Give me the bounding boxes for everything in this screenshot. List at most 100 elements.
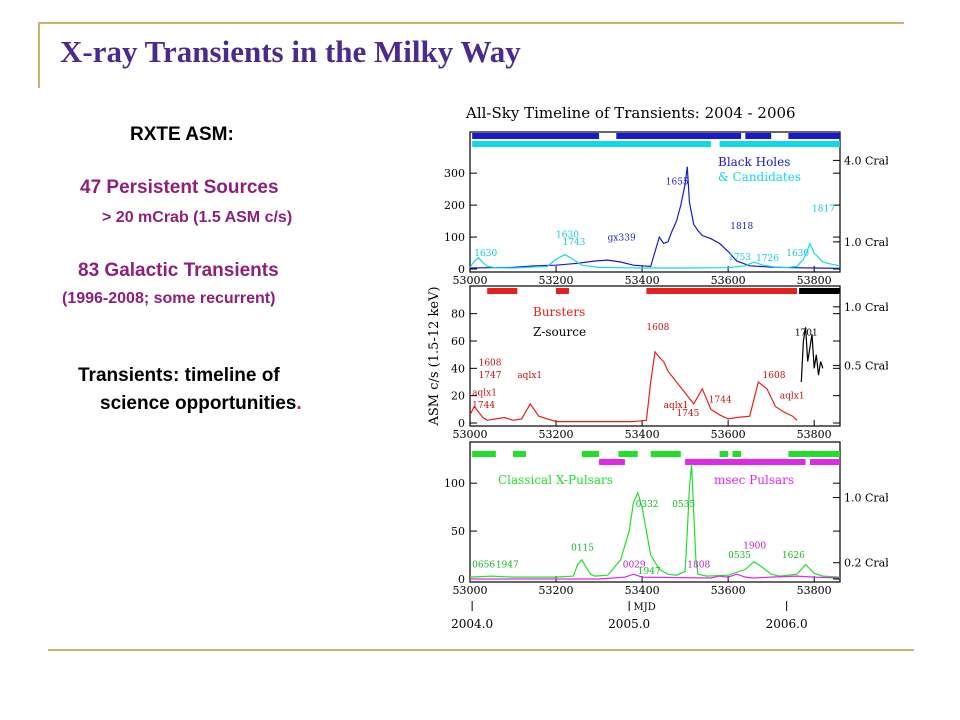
x-tick-label-top-4: 53800 xyxy=(797,274,832,287)
source-label-bottom-6: 0535 xyxy=(672,500,695,510)
x-tick-label-bottom-1: 53200 xyxy=(539,584,574,597)
strip-middle-black-0 xyxy=(799,288,840,294)
strip-bottom-green-3 xyxy=(618,451,638,457)
strip-middle-red-0 xyxy=(487,288,518,294)
y-axis-label: ASM c/s (1.5-12 keV) xyxy=(427,286,442,426)
crab-label-top-0: 4.0 Crab xyxy=(844,154,888,167)
source-label-top-0: 1630 xyxy=(474,249,497,259)
source-label-bottom-10: 1626 xyxy=(782,551,805,561)
source-label-top-1: 1630 xyxy=(556,231,579,241)
strip-bottom-green-2 xyxy=(581,451,600,457)
source-label-bottom-4: 0029 xyxy=(623,561,646,571)
source-label-middle-3: 1744 xyxy=(472,401,495,411)
crab-label-bottom-1: 0.2 Crab xyxy=(844,557,888,570)
persistent-sources-line: 47 Persistent Sources xyxy=(80,177,279,198)
y-tick-label-bottom-0: 0 xyxy=(458,573,465,586)
source-label-middle-5: 1608 xyxy=(646,323,669,333)
strip-bottom-green-6 xyxy=(732,451,742,457)
x-tick-label-top-3: 53600 xyxy=(711,274,746,287)
source-label-middle-7: 1745 xyxy=(677,409,700,419)
source-label-bottom-8: 0535 xyxy=(728,551,751,561)
rxte-heading: RXTE ASM: xyxy=(130,124,234,145)
source-label-bottom-9: 1900 xyxy=(743,541,766,551)
y-tick-label-top-3: 300 xyxy=(444,167,465,180)
strip-bottom-green-5 xyxy=(719,451,729,457)
strip-top-cyan-0 xyxy=(472,141,711,147)
galactic-transients-subline: (1996-2008; some recurrent) xyxy=(62,290,276,307)
x-tick-label-middle-1: 53200 xyxy=(539,428,574,441)
source-label-top-4: 1655 xyxy=(666,177,689,187)
strip-bottom-green-1 xyxy=(513,451,526,457)
strip-middle-red-2 xyxy=(646,288,797,294)
source-label-top-5: 1818 xyxy=(730,222,753,232)
source-label-middle-2: aqlx1 xyxy=(472,389,497,399)
strip-bottom-green-7 xyxy=(788,451,840,457)
source-label-top-9: 1817 xyxy=(812,205,835,215)
source-label-bottom-7: 1808 xyxy=(687,561,710,571)
panel-frame-bottom xyxy=(469,441,841,583)
y-tick-label-bottom-2: 100 xyxy=(444,477,465,490)
series-middle-red xyxy=(469,350,798,423)
source-label-middle-9: 1608 xyxy=(763,371,786,381)
x-tick-label-middle-0: 53000 xyxy=(453,428,488,441)
legend-top-1: & Candidates xyxy=(718,170,801,184)
y-tick-label-middle-2: 40 xyxy=(451,362,465,375)
y-tick-label-middle-3: 60 xyxy=(451,335,465,348)
crab-label-top-1: 1.0 Crab xyxy=(844,236,888,249)
y-tick-label-middle-1: 20 xyxy=(451,390,465,403)
x-tick-label-bottom-3: 53600 xyxy=(711,584,746,597)
galactic-transients-line: 83 Galactic Transients xyxy=(78,260,279,281)
slide-title: X-ray Transients in the Milky Way xyxy=(60,34,521,69)
year-label-0: 2004.0 xyxy=(451,617,493,631)
x-tick-label-bottom-4: 53800 xyxy=(797,584,832,597)
y-tick-label-bottom-1: 50 xyxy=(451,525,465,538)
year-label-1: 2005.0 xyxy=(608,617,650,631)
y-tick-label-top-0: 0 xyxy=(458,263,465,276)
series-top-cyan xyxy=(469,241,841,269)
source-label-top-6: 1753 xyxy=(728,253,751,263)
x-tick-label-top-1: 53200 xyxy=(539,274,574,287)
x-tick-label-middle-2: 53400 xyxy=(625,428,660,441)
strip-bottom-magenta-1 xyxy=(685,459,806,465)
legend-top-0: Black Holes xyxy=(718,155,790,169)
crab-label-middle-1: 0.5 Crab xyxy=(844,360,888,373)
source-label-top-7: 1726 xyxy=(756,254,779,264)
source-label-bottom-3: 0332 xyxy=(636,500,659,510)
top-rule xyxy=(38,22,904,24)
source-label-top-8: 1630 xyxy=(786,249,809,259)
series-bottom-magenta xyxy=(470,573,841,580)
strip-top-blue-0 xyxy=(472,133,600,139)
y-tick-label-middle-4: 80 xyxy=(451,308,465,321)
strip-bottom-green-0 xyxy=(472,451,496,457)
series-top-blue xyxy=(469,166,841,269)
x-tick-label-top-2: 53400 xyxy=(625,274,660,287)
transients-line-2: science opportunities. xyxy=(100,393,302,415)
legend-middle-0: Bursters xyxy=(533,305,585,319)
crab-label-bottom-0: 1.0 Crab xyxy=(844,492,888,505)
y-tick-label-middle-0: 0 xyxy=(458,417,465,430)
crab-label-middle-0: 1.0 Crab xyxy=(844,301,888,314)
source-label-bottom-0: 0656 xyxy=(472,561,495,571)
source-label-middle-11: 1701 xyxy=(795,329,818,339)
legend-bottom-1: msec Pulsars xyxy=(714,473,794,487)
strip-bottom-magenta-0 xyxy=(599,459,625,465)
source-label-bottom-2: 0115 xyxy=(571,543,594,553)
strip-top-cyan-1 xyxy=(719,141,840,147)
legend-middle-1: Z-source xyxy=(533,325,586,339)
strip-top-blue-1 xyxy=(616,133,742,139)
strip-top-blue-2 xyxy=(745,133,772,139)
source-label-middle-1: 1747 xyxy=(479,371,502,381)
source-label-bottom-5: 1947 xyxy=(638,567,661,577)
x-tick-label-middle-3: 53600 xyxy=(711,428,746,441)
series-middle-black xyxy=(800,327,824,383)
chart-title: All-Sky Timeline of Transients: 2004 - 2… xyxy=(465,104,796,122)
source-label-middle-0: 1608 xyxy=(479,359,502,369)
series-bottom-green xyxy=(469,463,841,578)
transients-period: . xyxy=(296,393,302,414)
year-label-2: 2006.0 xyxy=(766,617,808,631)
source-label-middle-4: aqlx1 xyxy=(517,371,542,381)
x-tick-label-bottom-2: 53400 xyxy=(625,584,660,597)
transients-line-2-text: science opportunities xyxy=(100,393,297,414)
source-label-top-3: gx339 xyxy=(608,233,636,243)
x-tick-label-middle-4: 53800 xyxy=(797,428,832,441)
